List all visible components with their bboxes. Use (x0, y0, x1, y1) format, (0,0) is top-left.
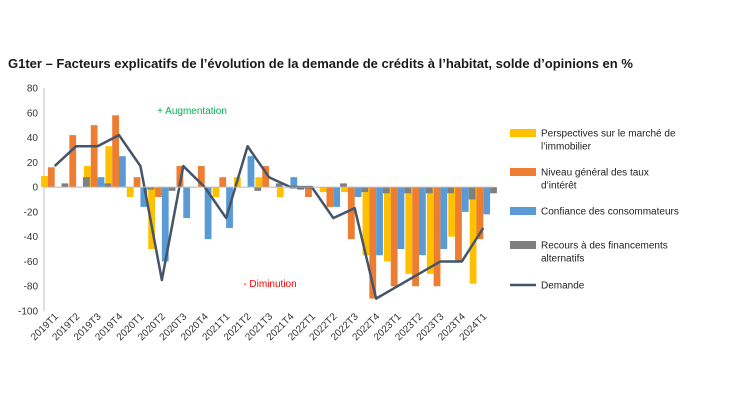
legend-label: Recours à des financements alternatifs (541, 241, 668, 265)
y-tick-label: -60 (24, 257, 39, 268)
bar-series-0-2022T3 (341, 187, 348, 193)
bar-series-0-2019T4 (105, 146, 113, 188)
bar-series-3-2019T1 (61, 183, 69, 188)
chart-title: G1ter – Facteurs explicatifs de l’évolut… (8, 56, 633, 71)
bar-series-3-2024T1 (490, 187, 497, 194)
bar-series-2-2020T2 (161, 187, 169, 262)
y-tick-label: -20 (24, 207, 39, 218)
bar-series-1-2023T2 (412, 187, 419, 287)
bar-series-3-2021T3 (275, 183, 283, 188)
bar-series-2-2023T3 (440, 187, 448, 250)
bar-series-3-2020T1 (147, 187, 155, 190)
y-tick-label: 60 (27, 108, 39, 119)
y-tick-label: -40 (24, 232, 39, 243)
bar-series-0-2022T4 (362, 187, 370, 256)
annotation-bg (236, 276, 304, 290)
bar-series-0-2019T3 (83, 166, 91, 188)
annotation-label: + Augmentation (157, 106, 227, 117)
bar-series-1-2020T1 (133, 177, 141, 188)
y-axis: 80 60 40 20 0 -20 -40 -60 -80 -100 (18, 84, 45, 318)
bar-series-0-2020T2 (148, 187, 156, 250)
annotations: + Augmentation - Diminution (147, 103, 304, 290)
bar-series-3-2020T2 (168, 187, 176, 191)
bar-series-0-2023T1 (383, 187, 391, 262)
legend-swatch (510, 129, 536, 137)
bar-series-0-2022T2 (319, 187, 327, 193)
bar-series-2-2023T2 (419, 187, 426, 256)
bar-series-3-2023T1 (404, 187, 412, 194)
legend-label: Perspectives sur le marché de l’immobilie… (541, 129, 676, 153)
bar-series-3-2022T4 (382, 187, 390, 194)
legend-label: Demande (541, 281, 585, 292)
bar-series-3-2022T2 (340, 183, 347, 188)
bar-series-2-2020T3 (183, 187, 191, 219)
bar-series-0-2021T3 (255, 177, 263, 188)
bar-series-1-2020T2 (155, 187, 162, 198)
bar-series-1-2020T4 (197, 166, 205, 188)
y-tick-label: 80 (27, 84, 39, 95)
bar-series-1-2024T1 (476, 187, 484, 240)
bar-series-1-2019T3 (90, 125, 98, 188)
bar-series-1-2023T4 (455, 187, 462, 262)
bar-series-1-2022T4 (369, 187, 377, 299)
y-tick-label: -80 (24, 282, 39, 293)
bar-series-2-2019T3 (97, 177, 105, 188)
bar-series-2-2020T1 (140, 187, 148, 207)
bar-series-2-2024T1 (483, 187, 491, 215)
bar-series-0-2023T3 (426, 187, 434, 274)
bar-series-0-2019T1 (41, 175, 48, 188)
y-tick-label: -100 (18, 307, 38, 318)
bar-series-0-2024T1 (469, 187, 477, 284)
bar-series-3-2023T2 (425, 187, 433, 194)
bar-series-3-2023T3 (447, 187, 455, 194)
legend-swatch (510, 241, 536, 249)
bar-series-1-2019T2 (69, 135, 77, 188)
bar-series-2-2022T2 (333, 187, 341, 207)
bar-series-2-2021T2 (247, 156, 255, 188)
bar-series-2-2020T4 (204, 187, 212, 240)
bar-series-0-2023T2 (405, 187, 413, 274)
legend-label: Confiance des consommateurs (541, 207, 679, 218)
bar-series-3-2023T4 (468, 187, 476, 200)
annotation-label: - Diminution (243, 279, 296, 290)
bar-series-1-2019T4 (112, 115, 119, 188)
bar-series-1-2019T1 (47, 167, 55, 188)
legend-swatch (510, 168, 536, 176)
bar-series-0-2020T1 (126, 187, 134, 198)
bar-series-3-2019T2 (82, 177, 90, 188)
bar-series-1-2022T1 (305, 187, 312, 198)
legend[interactable]: Perspectives sur le marché de l’immobilie… (510, 129, 679, 292)
legend-label: Niveau général des taux d’intérêt (541, 168, 649, 192)
y-tick-label: 20 (27, 158, 39, 169)
legend-swatch (510, 207, 536, 215)
bar-series-3-2021T2 (254, 187, 262, 191)
bar-series-1-2022T3 (347, 187, 355, 240)
bar-series-2-2021T4 (290, 177, 298, 188)
bar-series-2-2023T4 (461, 187, 469, 212)
bar-series-2-2019T4 (119, 156, 126, 188)
bar-series-2-2023T1 (397, 187, 405, 250)
bar-series-1-2021T3 (262, 166, 269, 188)
bar-series-0-2021T1 (212, 187, 220, 198)
bar-series-1-2022T2 (326, 187, 334, 207)
bar-series-2-2022T4 (376, 187, 383, 256)
bar-series-0-2023T4 (448, 187, 456, 237)
bar-series-3-2019T3 (104, 183, 112, 188)
demande-line (53, 133, 485, 300)
y-tick-label: 40 (27, 133, 39, 144)
bars (41, 115, 497, 299)
bar-series-0-2021T4 (276, 187, 284, 198)
bar-series-1-2020T3 (176, 166, 184, 188)
bar-series-1-2023T3 (433, 187, 441, 287)
bar-series-1-2021T1 (219, 177, 227, 188)
bar-series-2-2022T3 (354, 187, 362, 198)
bar-series-3-2022T3 (361, 187, 369, 193)
y-tick-label: 0 (32, 183, 38, 194)
bar-series-1-2023T1 (390, 187, 398, 287)
annotation-bg (147, 103, 237, 117)
